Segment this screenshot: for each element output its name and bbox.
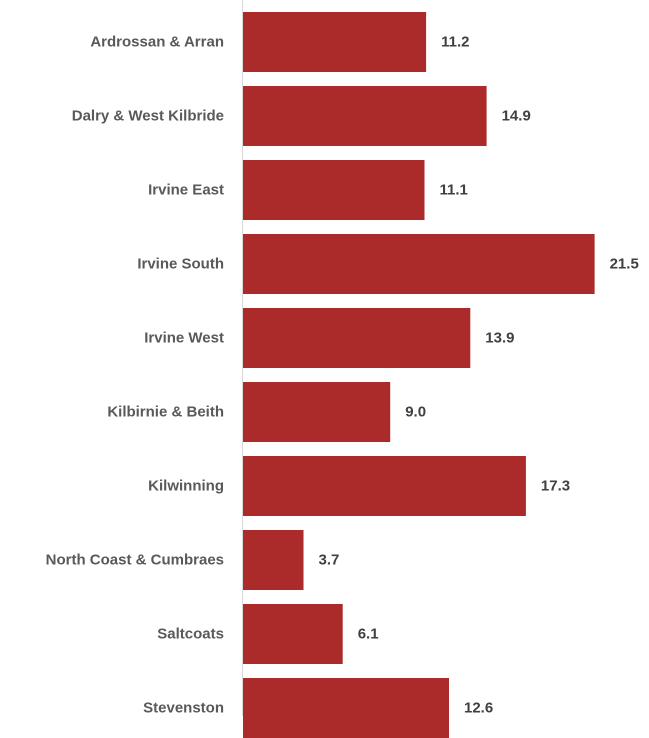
category-label: Ardrossan & Arran: [90, 34, 224, 51]
value-label: 13.9: [485, 330, 514, 347]
bars-layer: [243, 12, 595, 738]
bar: [243, 86, 487, 146]
bar: [243, 12, 427, 72]
value-label: 11.1: [440, 182, 468, 199]
category-label: Saltcoats: [157, 626, 224, 643]
bar: [243, 604, 343, 664]
value-label: 12.6: [464, 700, 493, 717]
bar: [243, 678, 449, 738]
value-label: 17.3: [541, 478, 570, 495]
category-label: Kilwinning: [148, 478, 224, 495]
value-label: 21.5: [610, 256, 639, 273]
value-label: 9.0: [405, 404, 426, 421]
value-label: 14.9: [502, 108, 531, 125]
bar: [243, 234, 595, 294]
category-label: Irvine West: [144, 330, 224, 347]
category-label: North Coast & Cumbraes: [46, 552, 224, 569]
bar: [243, 308, 471, 368]
category-label: Stevenston: [143, 700, 224, 717]
category-label: Irvine East: [148, 182, 224, 199]
bar: [243, 530, 304, 590]
value-label: 3.7: [319, 552, 340, 569]
category-labels: Ardrossan & Arran Dalry & West Kilbride Ir…: [46, 34, 224, 717]
category-label: Dalry & West Kilbride: [72, 108, 224, 125]
bar: [243, 160, 425, 220]
value-label: 11.2: [441, 34, 469, 51]
value-label: 6.1: [358, 626, 379, 643]
category-label: Irvine South: [137, 256, 224, 273]
value-labels: 11.2 14.9 11.1 21.5 13.9 9.0 17.3 3.7 6.1 12.6: [319, 34, 639, 717]
bar: [243, 382, 391, 442]
category-label: Kilbirnie & Beith: [107, 404, 224, 421]
bar: [243, 456, 526, 516]
